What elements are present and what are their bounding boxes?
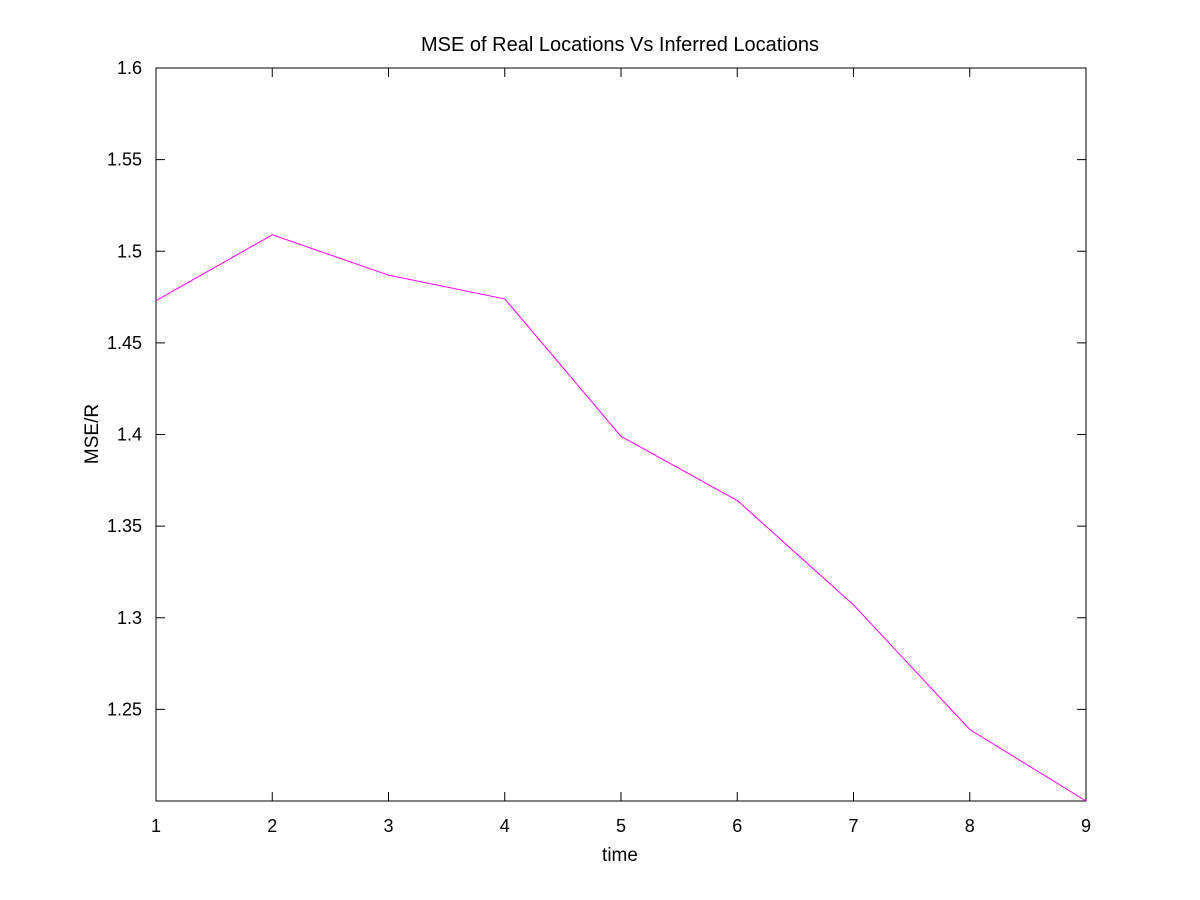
y-axis-ticks: 1.25 1.3 1.35 1.4 1.45 1.5 1.55 1.6 — [107, 58, 1086, 719]
y-tick-label: 1.3 — [117, 608, 142, 628]
x-tick-label: 6 — [732, 816, 742, 836]
x-tick-label: 7 — [848, 816, 858, 836]
y-tick-label: 1.25 — [107, 699, 142, 719]
series-line — [155, 234, 1087, 802]
chart-title: MSE of Real Locations Vs Inferred Locati… — [421, 34, 819, 56]
x-tick-label: 5 — [616, 816, 626, 836]
y-tick-label: 1.4 — [117, 425, 142, 445]
y-tick-label: 1.35 — [107, 516, 142, 536]
x-tick-label: 4 — [500, 816, 510, 836]
plot-area — [155, 67, 1087, 802]
y-tick-label: 1.5 — [117, 241, 142, 261]
y-tick-label: 1.45 — [107, 333, 142, 353]
x-tick-label: 1 — [151, 816, 161, 836]
x-axis-label: time — [602, 845, 638, 866]
x-axis-ticks: 1 2 3 4 5 6 7 8 9 — [151, 68, 1091, 836]
y-tick-label: 1.6 — [117, 58, 142, 78]
x-tick-label: 3 — [383, 816, 393, 836]
x-tick-label: 9 — [1081, 816, 1091, 836]
y-tick-label: 1.55 — [107, 150, 142, 170]
series-layer — [155, 234, 1087, 802]
x-tick-label: 8 — [965, 816, 975, 836]
y-axis-label: MSE/R — [82, 404, 103, 464]
x-tick-label: 2 — [267, 816, 277, 836]
